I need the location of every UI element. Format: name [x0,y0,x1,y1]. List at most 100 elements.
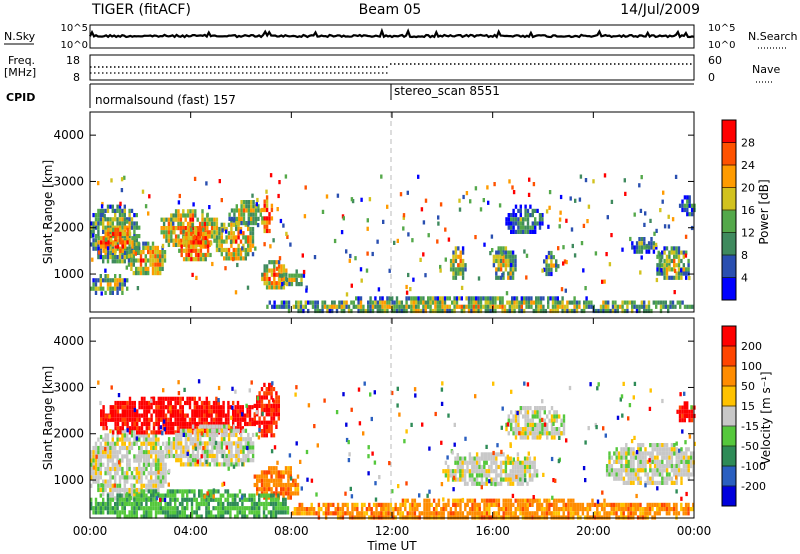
heatmap-cell [111,286,114,291]
heatmap-cell [590,304,593,309]
heatmap-cell [543,427,546,432]
heatmap-cell [97,501,100,507]
heatmap-cell [366,251,369,256]
y-tick-label: 4000 [53,128,84,142]
heatmap-cell [169,489,172,494]
heatmap-cell [272,470,276,475]
heatmap-cell [265,207,269,213]
heatmap-cell [560,431,563,436]
power-heatmap-cells [90,173,696,314]
heatmap-cell [284,491,288,496]
heatmap-cell [128,462,131,467]
heatmap-cell [448,308,451,314]
heatmap-cell [144,262,147,267]
heatmap-cell [202,446,205,451]
heatmap-cell [535,296,538,301]
heatmap-cell [490,498,493,503]
heatmap-cell [255,501,258,507]
heatmap-cell [454,460,457,465]
heatmap-cell [431,296,435,301]
heatmap-cell [133,506,136,511]
heatmap-cell [686,207,689,213]
heatmap-cell [147,437,150,442]
heatmap-cell [665,459,669,464]
heatmap-cell [466,502,469,507]
heatmap-cell [191,449,195,454]
colorbar-tick-label: 8 [741,249,748,262]
heatmap-cell [298,502,301,507]
heatmap-cell [441,304,444,309]
heatmap-cell [648,502,652,507]
heatmap-cell [295,300,298,305]
heatmap-cell [145,409,148,414]
heatmap-cell [236,493,239,498]
heatmap-cell [227,235,231,240]
heatmap-cell [260,395,264,400]
heatmap-cell [528,456,532,461]
heatmap-cell [630,439,634,444]
heatmap-cell [255,514,258,519]
heatmap-cell [157,450,160,455]
heatmap-cell [552,507,556,512]
heatmap-cell [690,212,694,217]
heatmap-cell [116,471,119,476]
heatmap-cell [244,458,248,463]
heatmap-cell [436,239,439,244]
heatmap-cell [186,413,189,418]
heatmap-cell [231,493,234,498]
heatmap-cell [130,217,134,222]
heatmap-cell [130,510,134,515]
heatmap-cell [123,175,126,180]
heatmap-cell [575,300,579,305]
heatmap-cell [133,458,136,463]
heatmap-cell [133,400,136,406]
heatmap-cell [145,450,148,455]
heatmap-cell [109,454,112,459]
heatmap-cell [625,464,628,469]
heatmap-cell [135,234,138,239]
heatmap-cell [524,507,527,512]
heatmap-cell [208,221,211,226]
heatmap-cell [167,217,171,222]
heatmap-cell [615,459,618,464]
heatmap-cell [208,242,211,247]
heatmap-cell [229,501,232,507]
heatmap-cell [114,421,117,427]
heatmap-cell [114,231,117,237]
heatmap-cell [691,304,694,309]
heatmap-cell [610,468,614,473]
heatmap-cell [460,308,463,314]
heatmap-cell [157,400,160,406]
heatmap-cell [509,275,512,280]
heatmap-cell [383,304,387,309]
heatmap-cell [140,506,143,511]
heatmap-cell [236,262,239,268]
heatmap-cell [521,477,524,482]
heatmap-cell [245,208,248,213]
heatmap-cell [280,264,283,269]
heatmap-cell [223,449,226,454]
heatmap-cell [540,502,544,507]
heatmap-cell [220,421,223,427]
heatmap-cell [185,236,188,241]
heatmap-cell [665,468,669,473]
heatmap-cell [381,296,384,301]
heatmap-cell [232,239,235,244]
heatmap-cell [492,477,496,482]
heatmap-cell [509,498,513,503]
heatmap-cell [641,443,645,448]
heatmap-cell [97,475,100,480]
heatmap-cell [455,304,459,309]
heatmap-cell [459,456,462,461]
heatmap-cell [688,199,691,204]
heatmap-cell [663,267,666,272]
heatmap-cell [510,418,513,423]
heatmap-cell [156,266,159,271]
heatmap-cell [646,511,649,516]
heatmap-cell [384,511,388,516]
heatmap-cell [99,493,102,498]
heatmap-cell [104,255,107,260]
heatmap-cell [90,501,93,507]
heatmap-cell [329,502,333,507]
heatmap-cell [167,430,170,435]
